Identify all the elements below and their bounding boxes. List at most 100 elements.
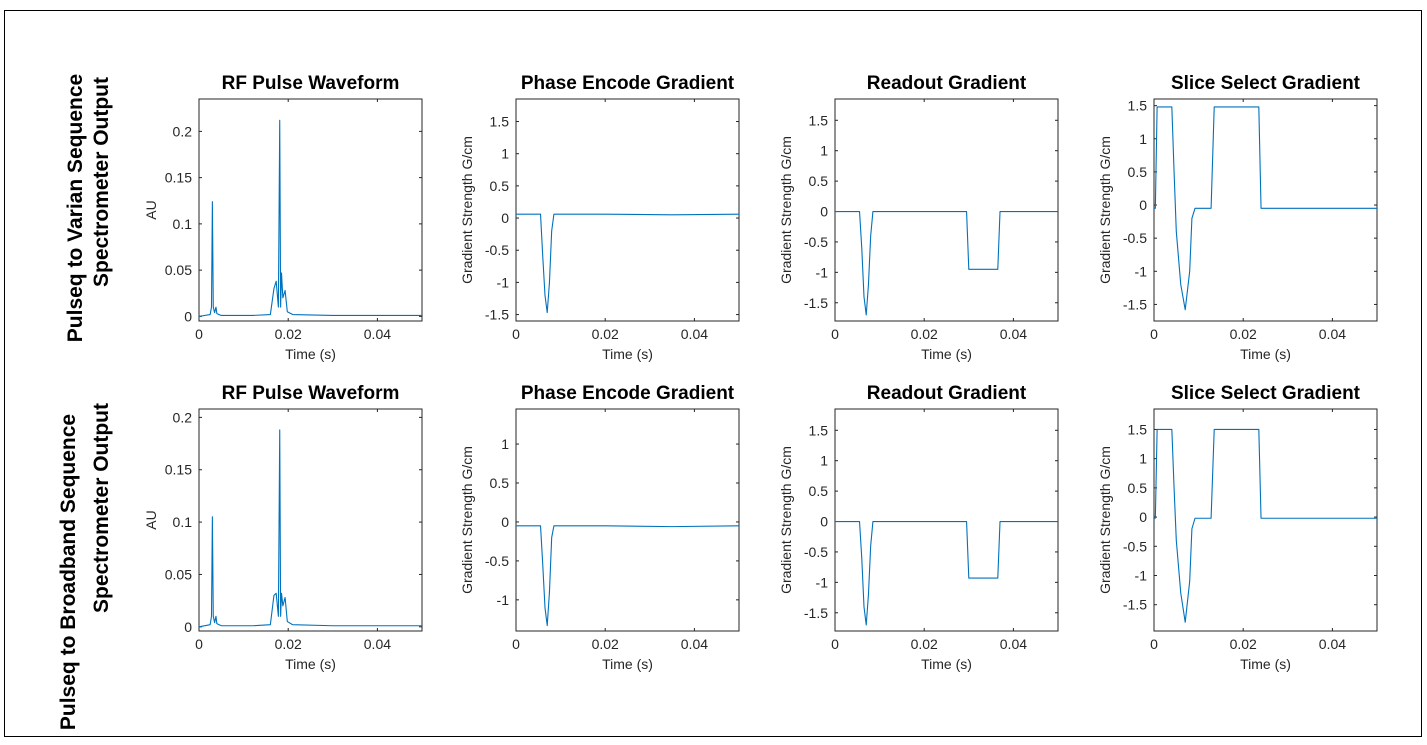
y-tick-label: -1.5 — [1123, 597, 1147, 613]
row-label-bottom-line1: Pulseq to Broadband Sequence — [57, 414, 80, 730]
x-axis-label: Time (s) — [921, 656, 972, 672]
subplot-8: Slice Select Gradient 0 0.02 0.04 -1.5 -1 -0.5… — [1097, 383, 1378, 672]
x-tick-label: 0.02 — [592, 636, 619, 652]
x-tick-label: 0.02 — [1230, 326, 1257, 342]
y-tick-label: -1 — [497, 274, 510, 290]
y-tick-label: 0.15 — [165, 170, 192, 186]
y-tick-label: 0.05 — [165, 262, 192, 278]
x-tick-label: 0.04 — [364, 326, 391, 342]
y-tick-label: -0.5 — [485, 242, 509, 258]
x-tick-label: 0 — [512, 636, 520, 652]
y-tick-label: 0 — [501, 210, 509, 226]
x-axis-label: Time (s) — [921, 346, 972, 362]
y-axis-label: Gradient Strength G/cm — [1097, 136, 1113, 284]
y-tick-label: -1 — [816, 264, 829, 280]
y-tick-label: 0.1 — [173, 216, 193, 232]
y-tick-label: 0.05 — [165, 566, 192, 582]
x-tick-label: 0 — [512, 326, 520, 342]
y-tick-label: 0 — [820, 514, 828, 530]
subplot-title: Slice Select Gradient — [1171, 383, 1361, 404]
y-tick-label: 0 — [820, 204, 828, 220]
y-tick-label: -1.5 — [804, 295, 828, 311]
axes-box — [1153, 408, 1378, 632]
y-tick-label: 1 — [820, 143, 828, 159]
x-tick-label: 0.04 — [1000, 636, 1027, 652]
subplot-title: Readout Gradient — [867, 383, 1027, 404]
series-line — [835, 210, 1058, 316]
axes-box — [1153, 98, 1378, 322]
x-tick-label: 0.04 — [1000, 326, 1027, 342]
x-tick-label: 0.04 — [681, 326, 708, 342]
x-axis-label: Time (s) — [285, 346, 336, 362]
x-tick-label: 0 — [831, 326, 839, 342]
x-tick-label: 0.04 — [1319, 326, 1346, 342]
y-tick-label: 0.2 — [173, 123, 193, 139]
y-tick-label: 1 — [501, 146, 509, 162]
series-line — [516, 525, 740, 627]
y-tick-label: 1 — [501, 436, 509, 452]
row-label-bottom-line2: Spectrometer Output — [90, 403, 113, 613]
subplot-title: Slice Select Gradient — [1171, 73, 1361, 94]
y-tick-label: -1.5 — [1123, 296, 1147, 312]
y-axis-label: AU — [143, 510, 159, 529]
subplot-3: Readout Gradient 0 0.02 0.04 -1.5 -1 -0.5 0 0.5 1… — [778, 73, 1059, 362]
x-tick-label: 0.02 — [911, 636, 938, 652]
y-tick-label: 1.5 — [490, 114, 510, 130]
x-tick-label: 0.02 — [275, 326, 302, 342]
y-tick-label: 0.1 — [173, 514, 193, 530]
y-tick-label: 0 — [501, 514, 509, 530]
subplot-2: Phase Encode Gradient 0 0.02 0.04 -1.5 -1 -0.5… — [459, 73, 740, 362]
y-axis-label: AU — [143, 200, 159, 219]
y-tick-label: 0.2 — [173, 409, 193, 425]
subplot-title: Readout Gradient — [867, 73, 1027, 94]
series-line — [516, 213, 740, 314]
y-tick-label: -1 — [497, 592, 510, 608]
y-tick-label: -0.5 — [804, 234, 828, 250]
subplot-grid: RF Pulse Waveform 0 0.02 0.04 0 0.05 0.1 0.15 0.… — [143, 73, 1378, 672]
x-axis-label: Time (s) — [285, 656, 336, 672]
y-tick-label: 0 — [184, 619, 192, 635]
subplot-6: Phase Encode Gradient 0 0.02 0.04 -1 -0.5 0 0.5… — [459, 383, 740, 672]
x-tick-label: 0.02 — [1230, 636, 1257, 652]
subplot-title: Phase Encode Gradient — [521, 73, 735, 94]
y-axis-label: Gradient Strength G/cm — [459, 446, 475, 594]
subplot-7: Readout Gradient 0 0.02 0.04 -1.5 -1 -0.5 0 0.5 1… — [778, 383, 1059, 672]
y-tick-label: 0.5 — [809, 483, 829, 499]
y-axis-label: Gradient Strength G/cm — [778, 446, 794, 594]
y-tick-label: 0.5 — [490, 178, 510, 194]
x-axis-label: Time (s) — [1240, 656, 1291, 672]
y-tick-label: -0.5 — [485, 553, 509, 569]
x-tick-label: 0 — [831, 636, 839, 652]
y-tick-label: 0.5 — [490, 475, 510, 491]
x-axis-label: Time (s) — [1240, 346, 1291, 362]
axes-box — [834, 408, 1059, 632]
y-tick-label: 1.5 — [809, 112, 829, 128]
x-tick-label: 0 — [195, 326, 203, 342]
series-line — [1154, 106, 1377, 311]
y-tick-label: -0.5 — [804, 544, 828, 560]
y-tick-label: -0.5 — [1123, 538, 1147, 554]
y-tick-label: 0.15 — [165, 462, 192, 478]
x-tick-label: 0.02 — [911, 326, 938, 342]
x-tick-label: 0.02 — [592, 326, 619, 342]
y-axis-label: Gradient Strength G/cm — [1097, 446, 1113, 594]
y-tick-label: -1 — [816, 574, 829, 590]
x-tick-label: 0 — [1150, 326, 1158, 342]
axes-box — [515, 98, 740, 322]
y-tick-label: -0.5 — [1123, 230, 1147, 246]
y-tick-label: 1.5 — [1128, 98, 1148, 114]
y-tick-label: 1 — [1139, 131, 1147, 147]
axes-box — [198, 408, 423, 632]
y-tick-label: -1 — [1135, 568, 1148, 584]
figure-border — [4, 10, 1422, 737]
x-tick-label: 0 — [195, 636, 203, 652]
y-tick-label: 1.5 — [809, 422, 829, 438]
y-tick-label: 1 — [1139, 451, 1147, 467]
x-axis-label: Time (s) — [602, 656, 653, 672]
subplot-title: RF Pulse Waveform — [222, 383, 400, 404]
axes-box — [198, 98, 423, 322]
x-tick-label: 0 — [1150, 636, 1158, 652]
subplot-1: RF Pulse Waveform 0 0.02 0.04 0 0.05 0.1 0.15 0.… — [143, 73, 423, 362]
series-line — [1154, 428, 1377, 623]
